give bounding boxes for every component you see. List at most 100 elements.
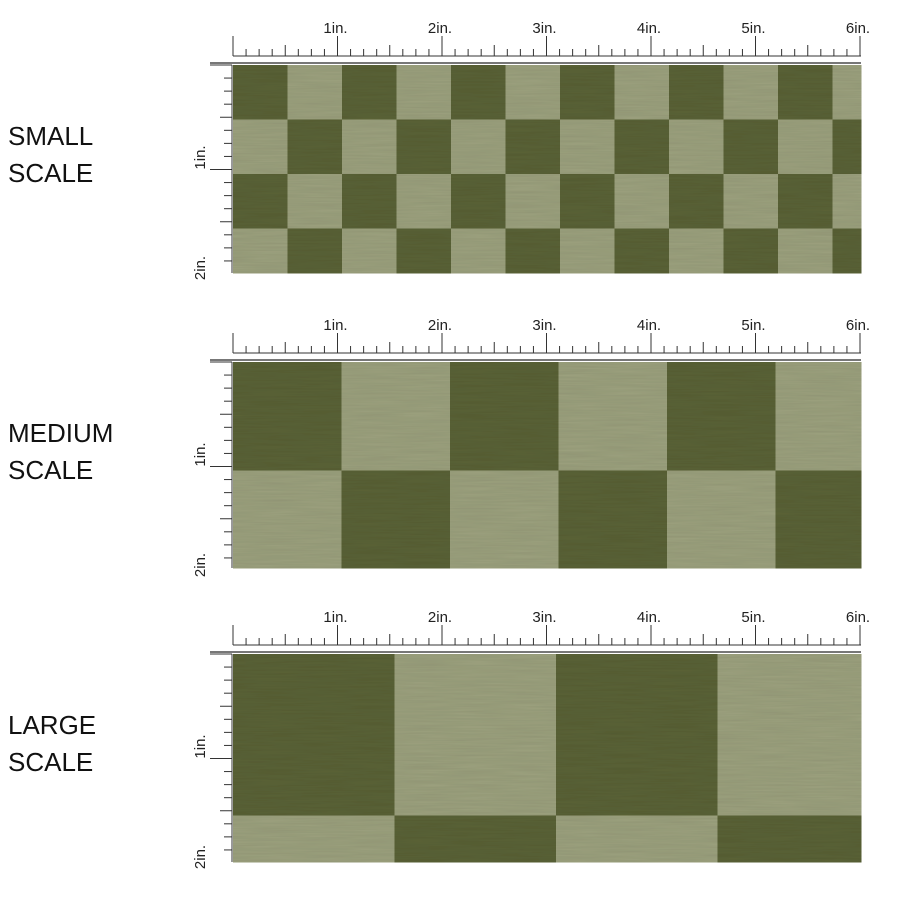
check-square xyxy=(451,228,506,274)
check-square xyxy=(558,362,668,471)
scale-label: MEDIUM xyxy=(8,418,113,448)
ruler-label: 1in. xyxy=(323,20,347,37)
ruler-label: 2in. xyxy=(428,20,452,37)
check-square xyxy=(394,815,557,863)
scale-label: SMALL xyxy=(8,121,93,151)
check-square xyxy=(560,65,615,120)
check-square xyxy=(396,228,452,274)
scale-label: SCALE xyxy=(8,455,93,485)
check-square xyxy=(723,174,779,229)
check-square xyxy=(233,470,342,569)
check-square xyxy=(778,119,833,175)
check-square xyxy=(342,65,397,120)
check-square xyxy=(723,119,779,175)
check-square xyxy=(832,174,862,229)
check-square xyxy=(394,654,557,816)
fabric-pattern xyxy=(233,65,862,274)
ruler-label: 2in. xyxy=(192,845,209,869)
check-square xyxy=(560,119,615,175)
ruler-label: 2in. xyxy=(192,256,209,280)
check-square xyxy=(614,174,670,229)
check-square xyxy=(775,362,862,471)
check-square xyxy=(614,119,670,175)
check-square xyxy=(233,65,288,120)
check-square xyxy=(287,228,343,274)
ruler-label: 6in. xyxy=(846,20,870,37)
check-square xyxy=(614,65,670,120)
ruler-label: 1in. xyxy=(192,734,209,758)
check-square xyxy=(451,174,506,229)
ruler-label: 2in. xyxy=(428,317,452,334)
check-square xyxy=(505,65,561,120)
check-square xyxy=(287,174,343,229)
check-square xyxy=(505,228,561,274)
check-square xyxy=(669,228,724,274)
check-square xyxy=(778,65,833,120)
check-square xyxy=(723,228,779,274)
check-square xyxy=(342,228,397,274)
check-square xyxy=(667,362,776,471)
ruler-label: 2in. xyxy=(428,609,452,626)
check-square xyxy=(233,174,288,229)
scale-label: SCALE xyxy=(8,158,93,188)
ruler-label: 1in. xyxy=(192,442,209,466)
ruler-label: 3in. xyxy=(532,609,556,626)
check-square xyxy=(717,654,862,816)
check-square xyxy=(723,65,779,120)
check-square xyxy=(341,362,451,471)
scale-panel: LARGE SCALE 1in. 2in. 3in. 4in. 5in. 6in. 1in. 2i… xyxy=(8,609,870,869)
check-square xyxy=(505,174,561,229)
ruler-label: 4in. xyxy=(637,20,661,37)
check-square xyxy=(233,654,395,816)
ruler-label: 3in. xyxy=(532,20,556,37)
check-square xyxy=(287,65,343,120)
check-square xyxy=(451,119,506,175)
scale-panel: SMALL SCALE 1in. 2in. 3in. 4in. 5in. 6in. 1in. 2i… xyxy=(8,20,870,280)
check-square xyxy=(832,65,862,120)
check-square xyxy=(832,228,862,274)
scale-panel: MEDIUM SCALE 1in. 2in. 3in. 4in. 5in. 6in. 1in. 2… xyxy=(8,317,870,577)
check-square xyxy=(560,174,615,229)
scale-label: LARGE xyxy=(8,710,96,740)
check-square xyxy=(614,228,670,274)
ruler-label: 5in. xyxy=(741,609,765,626)
check-square xyxy=(717,815,862,863)
check-square xyxy=(342,174,397,229)
check-square xyxy=(778,174,833,229)
check-square xyxy=(342,119,397,175)
check-square xyxy=(396,65,452,120)
fabric-pattern xyxy=(233,654,862,863)
ruler-label: 4in. xyxy=(637,609,661,626)
check-square xyxy=(775,470,862,569)
check-square xyxy=(667,470,776,569)
ruler-label: 1in. xyxy=(323,609,347,626)
check-square xyxy=(505,119,561,175)
check-square xyxy=(556,815,718,863)
ruler-label: 5in. xyxy=(741,317,765,334)
fabric-pattern xyxy=(233,362,862,569)
check-square xyxy=(669,174,724,229)
ruler-label: 1in. xyxy=(192,145,209,169)
ruler-label: 5in. xyxy=(741,20,765,37)
check-square xyxy=(778,228,833,274)
check-square xyxy=(560,228,615,274)
check-square xyxy=(451,65,506,120)
check-square xyxy=(669,65,724,120)
check-square xyxy=(396,119,452,175)
check-square xyxy=(341,470,451,569)
check-square xyxy=(832,119,862,175)
ruler-label: 6in. xyxy=(846,317,870,334)
check-square xyxy=(287,119,343,175)
check-square xyxy=(233,815,395,863)
check-square xyxy=(396,174,452,229)
check-square xyxy=(556,654,718,816)
check-square xyxy=(669,119,724,175)
ruler-label: 3in. xyxy=(532,317,556,334)
ruler-label: 4in. xyxy=(637,317,661,334)
check-square xyxy=(558,470,668,569)
ruler-label: 1in. xyxy=(323,317,347,334)
scale-label: SCALE xyxy=(8,747,93,777)
check-square xyxy=(233,119,288,175)
check-square xyxy=(233,362,342,471)
